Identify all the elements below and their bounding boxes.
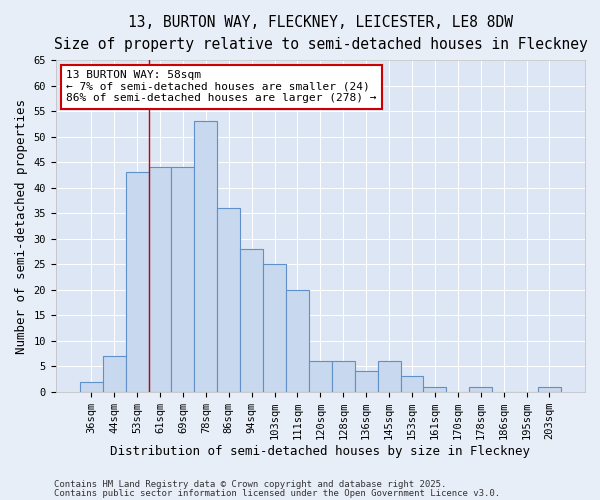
Bar [332, 361, 355, 392]
Bar [309, 361, 332, 392]
Bar [538, 386, 561, 392]
Bar [286, 290, 309, 392]
Bar [103, 356, 125, 392]
Y-axis label: Number of semi-detached properties: Number of semi-detached properties [15, 98, 28, 354]
Bar [217, 208, 240, 392]
Bar [149, 168, 172, 392]
Text: 13 BURTON WAY: 58sqm
← 7% of semi-detached houses are smaller (24)
86% of semi-d: 13 BURTON WAY: 58sqm ← 7% of semi-detach… [67, 70, 377, 104]
Text: Contains HM Land Registry data © Crown copyright and database right 2025.: Contains HM Land Registry data © Crown c… [54, 480, 446, 489]
Bar [80, 382, 103, 392]
Bar [469, 386, 492, 392]
Bar [401, 376, 424, 392]
Bar [172, 168, 194, 392]
X-axis label: Distribution of semi-detached houses by size in Fleckney: Distribution of semi-detached houses by … [110, 444, 530, 458]
Bar [240, 249, 263, 392]
Bar [263, 264, 286, 392]
Bar [355, 372, 377, 392]
Title: 13, BURTON WAY, FLECKNEY, LEICESTER, LE8 8DW
Size of property relative to semi-d: 13, BURTON WAY, FLECKNEY, LEICESTER, LE8… [53, 15, 587, 52]
Bar [194, 122, 217, 392]
Bar [424, 386, 446, 392]
Bar [125, 172, 149, 392]
Bar [377, 361, 401, 392]
Text: Contains public sector information licensed under the Open Government Licence v3: Contains public sector information licen… [54, 489, 500, 498]
